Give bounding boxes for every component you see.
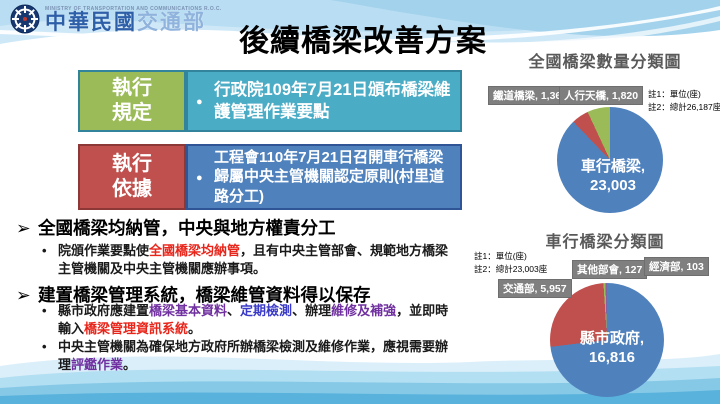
top-wave-decoration: [0, 0, 720, 56]
section-heading-1: ➢ 全國橋梁均納管，中央與地方權責分工: [16, 218, 336, 238]
chart1-pie: [557, 107, 663, 213]
chart2-notes: 註1：單位(座) 註2：總計23,003座: [474, 251, 548, 274]
chart1-label-pedestrian: 人行天橋, 1,820: [560, 87, 643, 104]
chart2-label-county: 縣市政府, 16,816: [579, 330, 645, 366]
exec-rule-content: ● 行政院109年7月21日頒布橋梁維護管理作業要點: [186, 70, 462, 132]
chart1-label-rail: 鐵道橋梁, 1,364: [489, 87, 572, 104]
exec-basis-label: 執行 依據: [78, 144, 186, 210]
chart2-pie: [550, 283, 664, 397]
bullet-dot-icon: ●: [196, 96, 203, 109]
arrow-bullet-icon: ➢: [16, 218, 31, 238]
section2-bullet-1: • 縣市政府應建置橋梁基本資料、定期檢測、辦理維修及補強，並即時輸入橋梁管理資訊…: [42, 302, 456, 338]
section1-bullet-1: • 院頒作業要點使全國橋梁均納管，且有中央主管部會、規範地方橋梁主管機關及中央主…: [42, 242, 456, 278]
chart2-label-motc: 交通部, 5,957: [499, 280, 571, 297]
ministry-logo: MINISTRY OF TRANSPORTATION AND COMMUNICA…: [10, 4, 222, 34]
ministry-emblem-icon: [10, 4, 40, 34]
page-title: 後續橋梁改善方案: [239, 25, 487, 58]
exec-basis-content: ● 工程會110年7月21日召開車行橋梁歸屬中央主管機關認定原則(村里道路分工): [186, 144, 462, 210]
chart1-label-vehicle: 車行橋梁, 23,003: [580, 158, 646, 194]
chart1-notes: 註1：單位(座) 註2：總計26,187座: [648, 89, 720, 112]
arrow-bullet-icon: ➢: [16, 285, 31, 305]
exec-rule-label: 執行 規定: [78, 70, 186, 132]
ministry-name-english: MINISTRY OF TRANSPORTATION AND COMMUNICA…: [45, 5, 222, 12]
chart2-label-moea: 經濟部, 103: [645, 258, 708, 275]
section2-bullet-2: • 中央主管機關為確保地方政府所辦橋梁檢測及維修作業，應視需要辦理評鑑作業。: [42, 338, 456, 374]
dot-bullet-icon: •: [42, 243, 47, 258]
section-heading-2: ➢ 建置橋梁管理系統，橋梁維管資料得以保存: [16, 285, 371, 305]
chart2-title: 車行橋梁分類圖: [545, 234, 665, 251]
bullet-dot-icon: ●: [196, 172, 203, 185]
ministry-name-chinese: 中華民國交通部: [45, 10, 206, 34]
dot-bullet-icon: •: [42, 303, 47, 318]
chart1-title: 全國橋梁數量分類圖: [528, 54, 682, 71]
bottom-wave-decoration: [0, 354, 720, 404]
dot-bullet-icon: •: [42, 339, 47, 354]
chart2-label-other-ministries: 其他部會, 127: [573, 261, 647, 278]
